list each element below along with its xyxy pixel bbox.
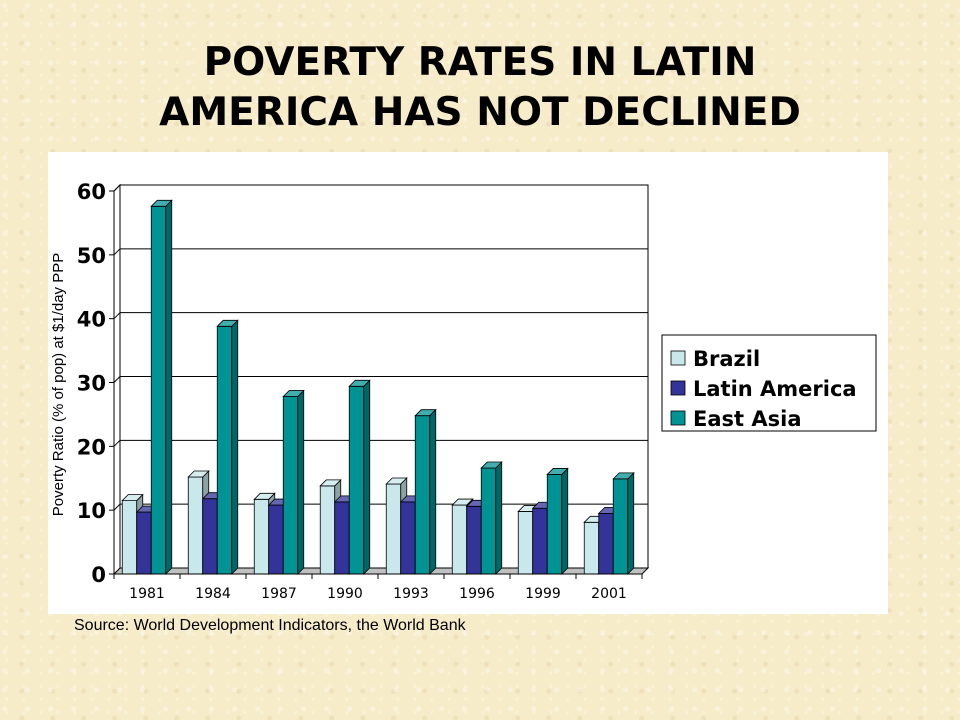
bar-east-asia	[612, 471, 635, 575]
bar-front	[121, 500, 138, 575]
y-axis-title: Poverty Ratio (% of pop) at $1/day PPP	[50, 253, 67, 516]
bar-side	[429, 408, 437, 575]
x-tick-label: 2001	[591, 586, 627, 602]
legend-box	[661, 334, 877, 432]
legend-label: East Asia	[693, 407, 802, 431]
bar-front	[136, 511, 152, 575]
legend-swatch	[670, 350, 686, 366]
legend-swatch	[670, 410, 686, 426]
bar-top	[612, 472, 635, 480]
bar-side	[495, 461, 503, 575]
chart-legend: Brazil Latin America East Asia	[661, 334, 877, 432]
bar-side	[561, 467, 569, 575]
slide-title: POVERTY RATES IN LATIN AMERICA HAS NOT D…	[0, 38, 960, 138]
x-tick-label: 1996	[459, 586, 495, 602]
bar-front	[202, 498, 218, 575]
bar-front	[187, 476, 204, 575]
y-tick-label: 20	[77, 435, 106, 459]
bar-front	[612, 478, 629, 575]
x-tick-label: 1999	[525, 586, 561, 602]
bar-front	[480, 467, 497, 575]
title-line-2: AMERICA HAS NOT DECLINED	[159, 90, 801, 135]
bar-east-asia	[348, 379, 371, 575]
bar-front	[348, 385, 365, 575]
chart-panel: 0 10 20 30 40 50 60 Poverty Ratio (% of pop) at…	[48, 152, 888, 614]
bar-side	[297, 389, 305, 575]
bar-top	[385, 477, 408, 485]
y-tick-label: 60	[77, 180, 106, 204]
bar-top	[253, 492, 276, 500]
bar-front	[216, 325, 233, 575]
x-tick-label: 1984	[195, 586, 231, 602]
gridline-depth	[113, 184, 121, 192]
x-tick-label: 1981	[129, 586, 165, 602]
bar-front	[334, 501, 350, 575]
bar-front	[546, 474, 563, 575]
legend-swatch	[670, 380, 686, 396]
bar-top	[121, 494, 144, 501]
x-tick-label: 1993	[393, 586, 429, 602]
bar-top	[546, 468, 569, 475]
bar-side	[165, 199, 173, 575]
bar-front	[517, 511, 534, 575]
bar-front	[451, 504, 468, 575]
gridline-depth	[113, 248, 121, 256]
bar-front	[150, 205, 167, 575]
bar-front	[466, 505, 482, 575]
bar-front	[400, 501, 416, 575]
legend-label: Brazil	[693, 347, 760, 371]
bar-top	[319, 479, 342, 487]
bar-top	[187, 470, 210, 478]
y-tick-label: 30	[77, 372, 106, 396]
bar-top	[216, 319, 239, 327]
bar-chart: 0 10 20 30 40 50 60 Poverty Ratio (% of pop) at…	[50, 180, 877, 602]
gridline-depth	[113, 503, 121, 511]
y-tick-label: 40	[77, 308, 106, 332]
bar-east-asia	[414, 408, 437, 575]
bar-east-asia	[216, 319, 239, 575]
bar-front	[385, 483, 402, 575]
title-line-1: POVERTY RATES IN LATIN	[203, 40, 757, 85]
bar-top	[282, 390, 305, 397]
bar-side	[363, 379, 371, 575]
bar-top	[414, 409, 437, 417]
bar-east-asia	[282, 389, 305, 575]
bar-side	[231, 319, 239, 575]
y-tick-label: 10	[77, 499, 106, 523]
x-tick-label: 1990	[327, 586, 363, 602]
bar-east-asia	[546, 467, 569, 575]
bar-top	[480, 461, 503, 469]
bar-east-asia	[150, 199, 173, 575]
y-tick-label: 50	[77, 244, 106, 268]
bar-front	[532, 507, 548, 575]
gridline-depth	[113, 312, 121, 320]
bar-side	[627, 471, 635, 575]
gridline-depth	[113, 439, 121, 447]
bar-front	[319, 485, 336, 575]
bar-top	[348, 379, 371, 387]
bar-front	[253, 498, 270, 575]
source-note: Source: World Development Indicators, th…	[74, 617, 466, 634]
bar-east-asia	[480, 461, 503, 575]
bar-front	[268, 504, 284, 575]
bar-front	[414, 415, 431, 575]
bar-top	[451, 498, 474, 506]
bar-top	[150, 199, 173, 207]
bar-front	[598, 512, 614, 575]
legend-label: Latin America	[693, 377, 857, 401]
bar-front	[583, 521, 600, 575]
y-tick-label: 0	[91, 563, 106, 587]
bar-front	[282, 396, 299, 575]
gridline-depth	[113, 376, 121, 383]
x-tick-label: 1987	[261, 586, 297, 602]
